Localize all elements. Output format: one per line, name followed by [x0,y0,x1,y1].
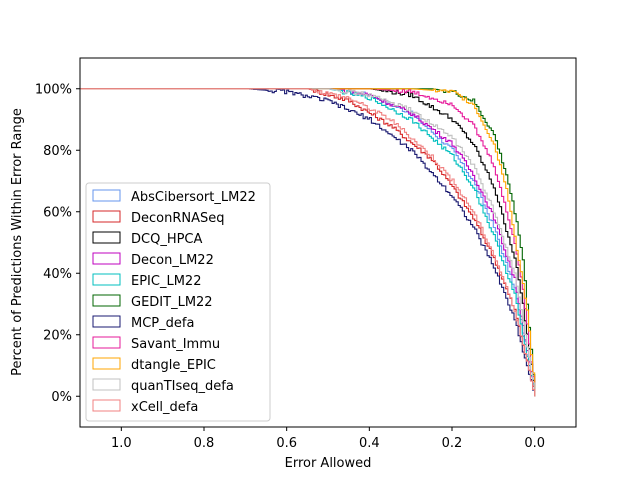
legend-label: quanTIseq_defa [131,379,234,394]
legend-swatch [92,273,121,286]
x-tick-label: 0.0 [524,436,545,451]
legend-swatch [92,252,121,265]
x-tick-label: 0.8 [194,436,215,451]
x-tick-label: 0.2 [442,436,463,451]
legend-swatch [92,210,121,223]
legend-swatch [92,357,121,370]
legend-label: DCQ_HPCA [131,232,203,247]
legend-label: Savant_Immu [131,337,220,352]
legend-frame [85,182,271,422]
legend-swatch [92,315,121,328]
y-tick-label: 0% [51,390,72,405]
legend-swatch [92,231,121,244]
x-ticks: 1.0 0.8 0.6 0.4 0.2 0.0 [111,427,545,451]
legend-label: AbsCibersort_LM22 [131,190,256,205]
legend-swatch [92,336,121,349]
y-tick-label: 80% [43,144,72,159]
x-tick-label: 0.4 [359,436,380,451]
y-tick-label: 20% [43,328,72,343]
y-tick-label: 60% [43,205,72,220]
legend-label: dtangle_EPIC [131,358,216,373]
y-ticks: 0% 20% 40% 60% 80% 100% [35,82,80,405]
series-line-xcell-defa [80,88,536,397]
legend-label: GEDIT_LM22 [131,295,213,310]
plot-frame [79,57,577,428]
series-layer [80,88,536,397]
legend-swatch [92,378,121,391]
y-tick-label: 40% [43,267,72,282]
legend-label: xCell_defa [131,400,198,415]
legend-label: MCP_defa [131,316,194,331]
x-tick-label: 0.6 [276,436,297,451]
legend-swatch [92,294,121,307]
x-tick-label: 1.0 [111,436,132,451]
y-axis-label: Percent of Predictions Within Error Rang… [10,108,25,376]
y-tick-label: 100% [35,82,72,97]
x-axis-label: Error Allowed [285,456,372,471]
legend: AbsCibersort_LM22 DeconRNASeq DCQ_HPCA Deco… [85,182,271,422]
legend-label: DeconRNASeq [131,211,225,226]
legend-swatch [92,189,121,202]
legend-label: EPIC_LM22 [131,274,201,289]
legend-swatch [92,399,121,412]
legend-label: Decon_LM22 [131,253,214,268]
